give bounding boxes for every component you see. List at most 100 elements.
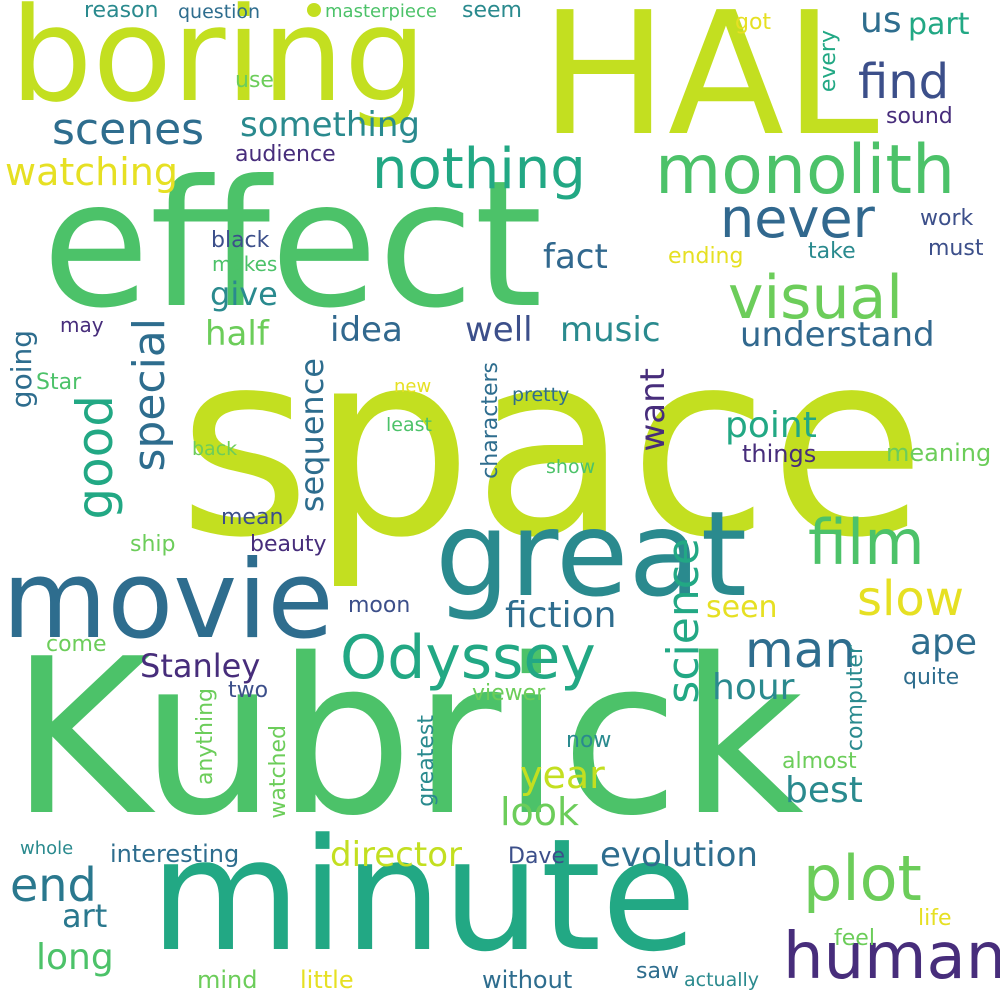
word-fiction: fiction: [505, 595, 617, 636]
word-slow: slow: [857, 571, 964, 627]
word-ending: ending: [668, 244, 744, 269]
word-boring: boring: [10, 0, 427, 131]
word-quite: quite: [903, 665, 960, 690]
word-best: best: [785, 770, 863, 811]
word-look: look: [500, 790, 580, 834]
word-human: human: [783, 920, 1000, 994]
word-minute: minute: [150, 805, 697, 986]
word-least: least: [386, 414, 432, 436]
word-art: art: [62, 897, 108, 935]
word-seem: seem: [462, 0, 522, 23]
word-masterpiece: masterpiece: [325, 1, 437, 22]
word-now: now: [566, 728, 612, 753]
word-half: half: [205, 314, 269, 354]
word-dave: Dave: [508, 844, 565, 869]
word-moon: moon: [348, 593, 411, 618]
word-great: great: [435, 485, 747, 623]
word-feel: feel: [834, 926, 875, 951]
word-special: special: [124, 318, 175, 472]
word-year: year: [520, 753, 605, 797]
word-come: come: [46, 632, 107, 657]
word-beauty: beauty: [250, 532, 327, 557]
word-monolith: monolith: [655, 131, 956, 210]
word-use: use: [235, 68, 274, 93]
word-back: back: [192, 438, 238, 460]
word-question: question: [178, 1, 261, 23]
word-something: something: [240, 105, 421, 145]
word-little: little: [300, 966, 354, 994]
word-seen: seen: [706, 590, 778, 625]
word-watched: watched: [266, 725, 291, 819]
word-ship: ship: [130, 532, 176, 557]
word-ape: ape: [910, 622, 978, 663]
word-must: must: [928, 236, 984, 261]
word-watching: watching: [5, 150, 179, 194]
word-meaning: meaning: [886, 439, 992, 467]
word-good: good: [66, 395, 124, 520]
word-reason: reason: [84, 0, 159, 23]
word-viewer: viewer: [472, 681, 546, 706]
word-whole: whole: [20, 838, 74, 859]
word-work: work: [920, 206, 974, 231]
word-almost: almost: [782, 749, 857, 774]
word-anything: anything: [193, 688, 218, 786]
word-long: long: [36, 937, 114, 978]
word-greatest: greatest: [414, 715, 439, 807]
word-scenes: scenes: [52, 104, 205, 155]
word-man: man: [745, 621, 857, 679]
word-plot: plot: [803, 842, 922, 915]
word-director: director: [330, 835, 462, 875]
word-show: show: [546, 456, 596, 478]
word-science: science: [658, 538, 709, 704]
word-actually: actually: [684, 969, 760, 991]
word-film: film: [808, 506, 925, 579]
word-sequence: sequence: [293, 358, 331, 513]
word-kubrick: Kubrick: [10, 612, 804, 863]
word-saw: saw: [636, 959, 679, 984]
word-without: without: [482, 966, 573, 994]
word-every: every: [816, 30, 841, 93]
word-got: got: [735, 10, 772, 35]
word-computer: computer: [843, 645, 868, 752]
word-mean: mean: [221, 505, 284, 530]
word-movie: movie: [2, 538, 334, 663]
word-space: space: [178, 297, 927, 594]
word-effect: effect: [42, 144, 543, 347]
word-life: life: [918, 906, 952, 931]
word-characters: characters: [478, 362, 503, 479]
word-audience: audience: [235, 142, 336, 167]
word-dot: [307, 3, 321, 17]
word-hour: hour: [712, 667, 795, 708]
word-mind: mind: [197, 966, 258, 994]
word-point: point: [725, 405, 817, 446]
word-music: music: [560, 310, 661, 350]
word-black: black: [211, 228, 270, 253]
word-understand: understand: [740, 315, 935, 355]
word-hal: HAL: [540, 0, 879, 174]
word-may: may: [60, 313, 104, 337]
word-pretty: pretty: [512, 384, 570, 406]
word-makes: makes: [212, 252, 278, 276]
word-new: new: [394, 376, 432, 397]
word-end: end: [10, 858, 97, 912]
word-sound: sound: [886, 104, 953, 129]
word-evolution: evolution: [600, 835, 758, 875]
word-stanley: Stanley: [140, 647, 261, 685]
word-idea: idea: [330, 310, 403, 350]
word-things: things: [742, 440, 817, 468]
word-give: give: [210, 275, 278, 313]
word-star: Star: [36, 370, 82, 395]
word-going: going: [5, 330, 38, 409]
word-never: never: [720, 187, 875, 250]
word-part: part: [908, 7, 970, 42]
word-well: well: [465, 310, 533, 350]
word-visual: visual: [728, 263, 903, 333]
word-fact: fact: [543, 237, 608, 277]
word-find: find: [858, 54, 950, 110]
word-interesting: interesting: [110, 840, 240, 868]
word-nothing: nothing: [372, 137, 586, 202]
word-us: us: [860, 0, 902, 41]
word-want: want: [633, 368, 673, 452]
word-odyssey: Odyssey: [340, 623, 596, 693]
